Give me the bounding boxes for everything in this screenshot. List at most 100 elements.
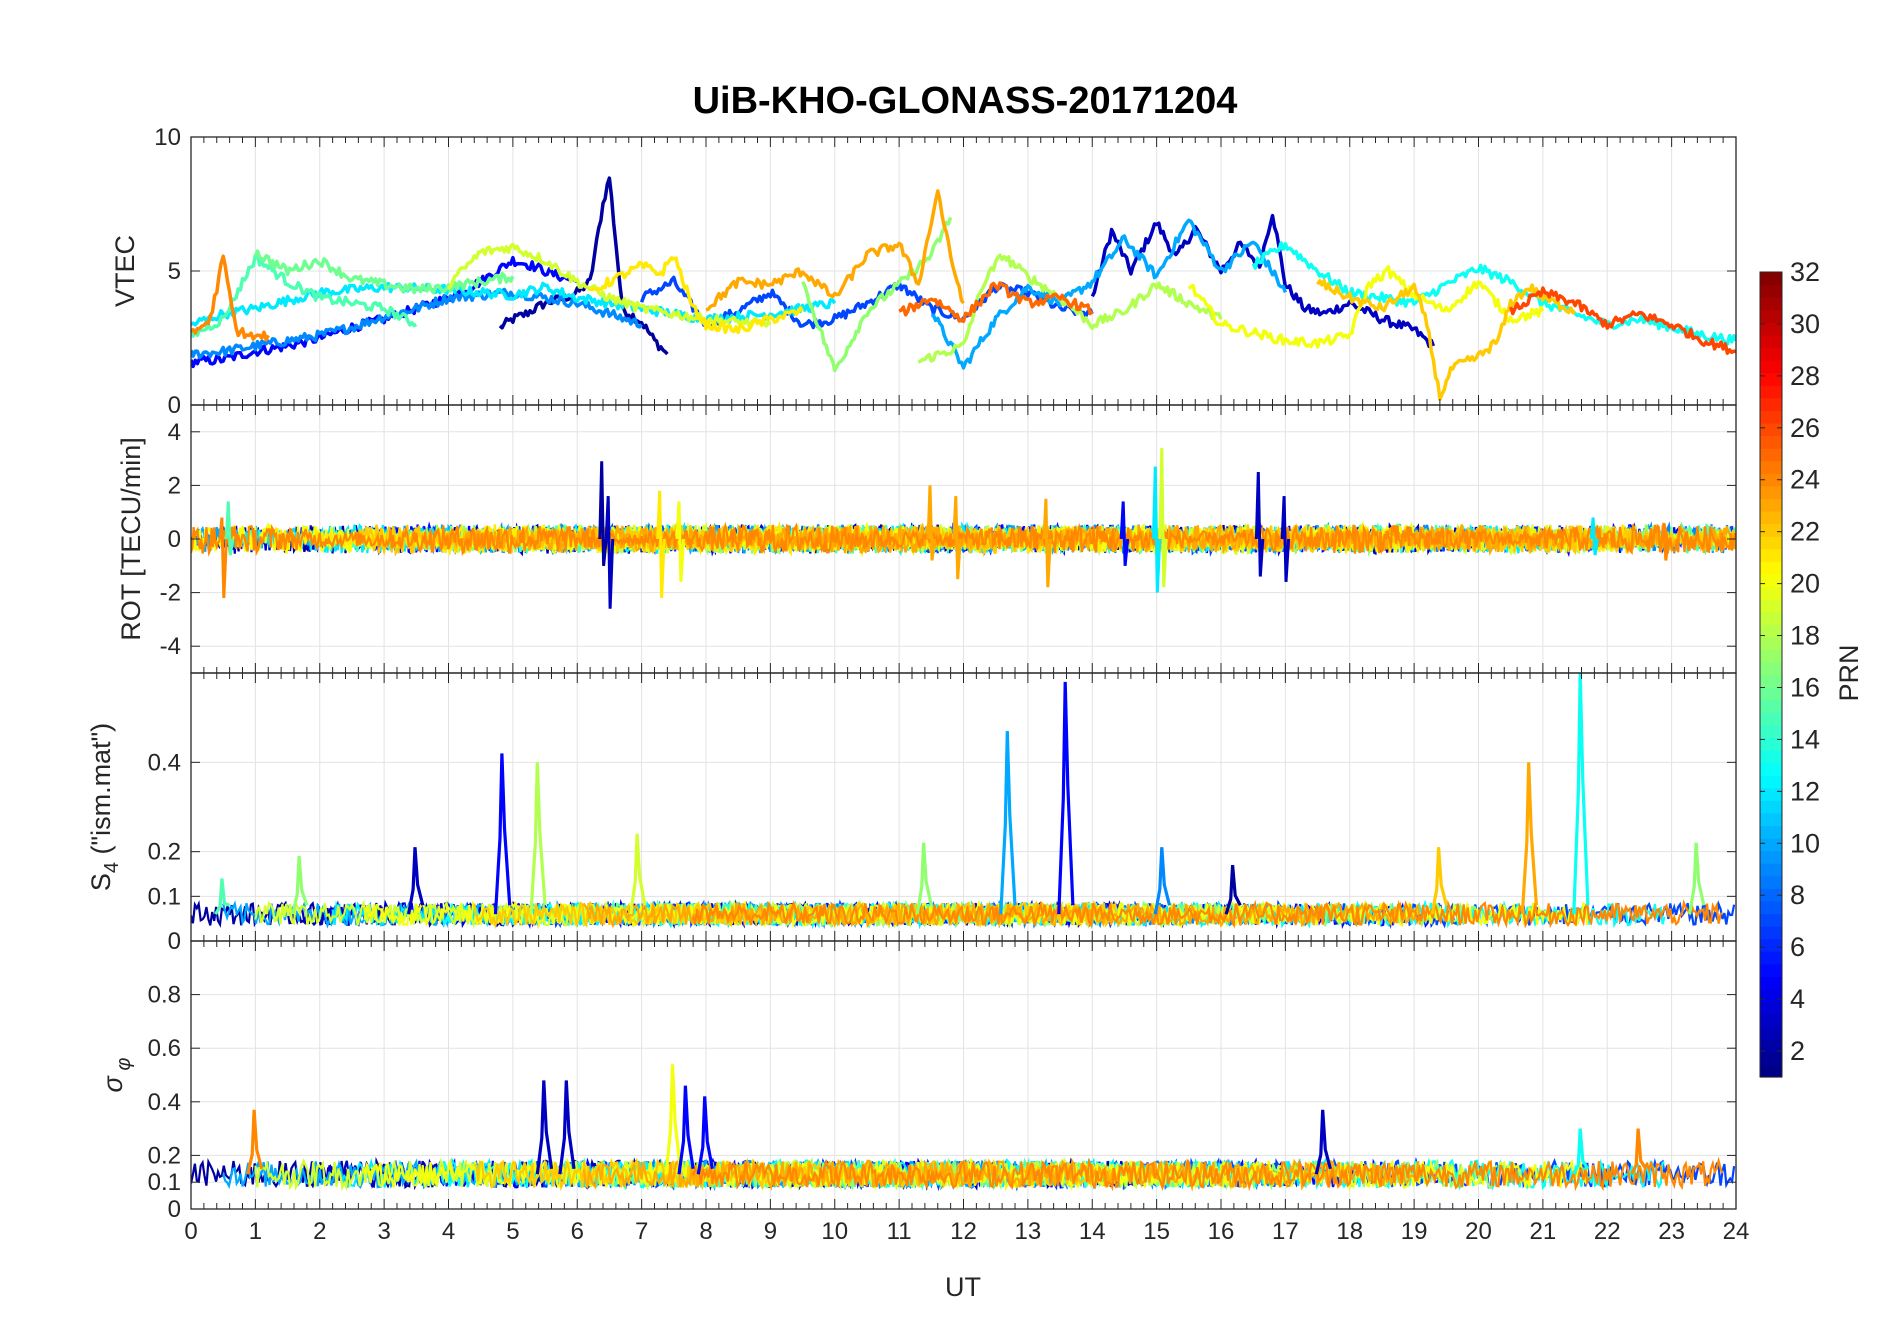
s4-spike-prn-18: [529, 762, 547, 915]
sigma_phi-series-prn-24: [692, 1156, 1724, 1192]
sigma_phi-spike-prn-20: [664, 1064, 682, 1175]
sigma_phi-spike-prn-24: [1630, 1128, 1648, 1175]
colorbar-band: [1760, 888, 1782, 902]
colorbar-band: [1760, 297, 1782, 311]
colorbar-tick-label: 4: [1790, 984, 1805, 1014]
colorbar-band: [1760, 599, 1782, 613]
colorbar-tick-label: 32: [1790, 257, 1820, 287]
colorbar-band: [1760, 724, 1782, 738]
x-tick-label: 12: [950, 1218, 977, 1245]
colorbar-band: [1760, 460, 1782, 474]
colorbar-band: [1760, 800, 1782, 814]
colorbar-band: [1760, 272, 1782, 286]
s4-spike-prn-17: [1688, 842, 1706, 915]
colorbar-band: [1760, 473, 1782, 487]
y-axis-label-s4: S4 ("ism.mat"): [86, 723, 123, 891]
y-tick-label-s4: 0.2: [148, 839, 181, 866]
y-tick-label-sigma_phi: 0.8: [148, 982, 181, 1009]
colorbar-tick-label: 22: [1790, 517, 1820, 547]
colorbar-band: [1760, 875, 1782, 889]
colorbar-band: [1760, 900, 1782, 915]
x-tick-label: 17: [1272, 1218, 1299, 1245]
colorbar-band: [1760, 397, 1782, 411]
s4-spike-prn-5: [493, 753, 512, 915]
x-tick-label: 6: [571, 1218, 584, 1245]
colorbar-band: [1760, 435, 1782, 449]
colorbar-band: [1760, 976, 1782, 990]
colorbar-tick-label: 30: [1790, 309, 1820, 339]
sigma_phi-spike-prn-3: [535, 1080, 554, 1175]
colorbar-band: [1760, 863, 1782, 877]
vtec-series-prn-9: [191, 287, 643, 360]
colorbar-tick-label: 16: [1790, 672, 1820, 702]
colorbar-band: [1760, 372, 1782, 386]
rot-spike-prn-12: [1151, 466, 1162, 593]
x-axis-label: UT: [945, 1272, 981, 1302]
s4-spike-prn-5: [1057, 681, 1075, 915]
colorbar-band: [1760, 775, 1782, 789]
vtec-series-prn-17: [801, 216, 953, 373]
x-tick-label: 23: [1658, 1218, 1685, 1245]
sigma_phi-spike-prn-24: [246, 1109, 264, 1175]
x-tick-label: 11: [887, 1218, 912, 1245]
colorbar-band: [1760, 649, 1782, 663]
colorbar-band: [1760, 838, 1782, 852]
vtec-series-prn-20: [1187, 265, 1545, 349]
colorbar-band: [1760, 611, 1782, 625]
y-tick-label-sigma_phi: 0.2: [148, 1142, 181, 1169]
rot-spike-prn-15: [224, 501, 235, 556]
colorbar-tick-label: 10: [1790, 828, 1820, 858]
y-tick-label-sigma_phi: 0: [168, 1196, 181, 1223]
s4-spike-prn-17: [291, 855, 309, 915]
y-tick-label-sigma_phi: 0.6: [148, 1035, 181, 1062]
colorbar-band: [1760, 712, 1782, 726]
colorbar-band: [1760, 951, 1782, 965]
colorbar-frame: [1759, 271, 1783, 1078]
y-tick-label-vtec: 5: [168, 258, 181, 285]
colorbar-band: [1760, 1051, 1782, 1066]
vtec-series-prn-15: [191, 253, 418, 338]
y-tick-label-rot: -4: [160, 633, 181, 660]
colorbar-tick-label: 2: [1790, 1036, 1805, 1066]
rot-spike-prn-23: [952, 496, 962, 580]
x-tick-label: 1: [249, 1218, 262, 1245]
vtec-series-prn-7: [639, 275, 1094, 330]
y-axis-label-vtec: VTEC: [110, 235, 140, 307]
colorbar-band: [1760, 1039, 1782, 1053]
colorbar-tick-label: 14: [1790, 724, 1820, 754]
colorbar-band: [1760, 586, 1782, 600]
s4-spike-prn-9: [1153, 847, 1172, 915]
colorbar-band: [1760, 938, 1782, 952]
s4-spike-prn-10: [999, 731, 1017, 915]
colorbar-band: [1760, 284, 1782, 298]
x-tick-label: 5: [506, 1218, 519, 1245]
svg-text:σ φ: σ φ: [98, 1058, 135, 1093]
colorbar-band: [1760, 636, 1782, 650]
x-tick-label: 10: [821, 1218, 848, 1245]
colorbar-tick-label: 24: [1790, 465, 1820, 495]
rot-spike-prn-5: [1119, 501, 1130, 566]
colorbar-band: [1760, 334, 1782, 349]
x-tick-label: 3: [377, 1218, 390, 1245]
vtec-series-prn-26: [1509, 286, 1736, 355]
panel-data-s4: [191, 673, 1736, 930]
colorbar-band: [1760, 548, 1782, 562]
s4-spike-prn-19: [629, 833, 647, 915]
colorbar-band: [1760, 360, 1782, 374]
vtec-series-prn-21: [589, 256, 805, 335]
y-tick-label-vtec: 10: [154, 124, 181, 151]
s4-spike-prn-22: [1430, 847, 1448, 915]
sigma_phi-spike-prn-3: [1314, 1109, 1332, 1175]
s4-spike-prn-15: [214, 878, 231, 916]
colorbar-band: [1760, 536, 1782, 550]
colorbar-band: [1760, 448, 1782, 462]
vtec-series-prn-22: [1316, 278, 1577, 402]
rot-spike-prn-19: [1158, 447, 1168, 588]
x-tick-label: 2: [313, 1218, 326, 1245]
colorbar-band: [1760, 510, 1782, 525]
colorbar-band: [1760, 498, 1782, 512]
vtec-series-prn-10: [931, 218, 1288, 370]
x-tick-label: 14: [1079, 1218, 1106, 1245]
colorbar-band: [1760, 322, 1782, 336]
